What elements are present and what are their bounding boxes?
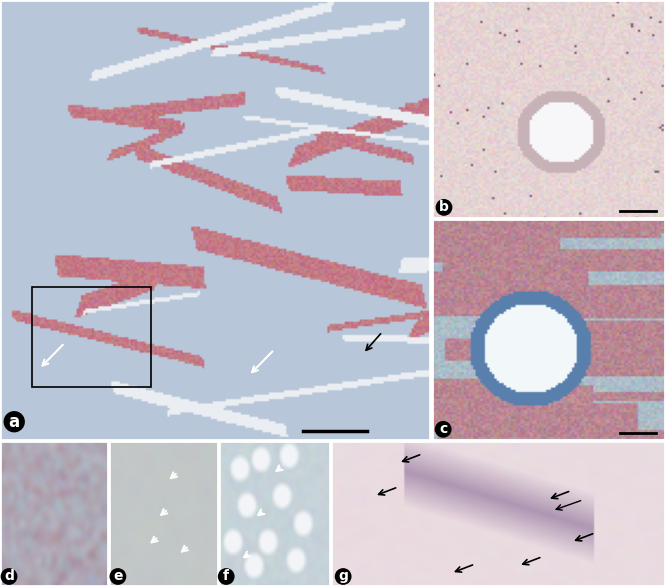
- Text: e: e: [113, 570, 122, 584]
- Text: d: d: [4, 570, 14, 584]
- Text: a: a: [9, 413, 20, 431]
- Text: f: f: [223, 570, 229, 584]
- Bar: [33, 288, 151, 387]
- Text: c: c: [439, 423, 448, 437]
- Text: g: g: [338, 570, 348, 584]
- Text: b: b: [439, 200, 449, 214]
